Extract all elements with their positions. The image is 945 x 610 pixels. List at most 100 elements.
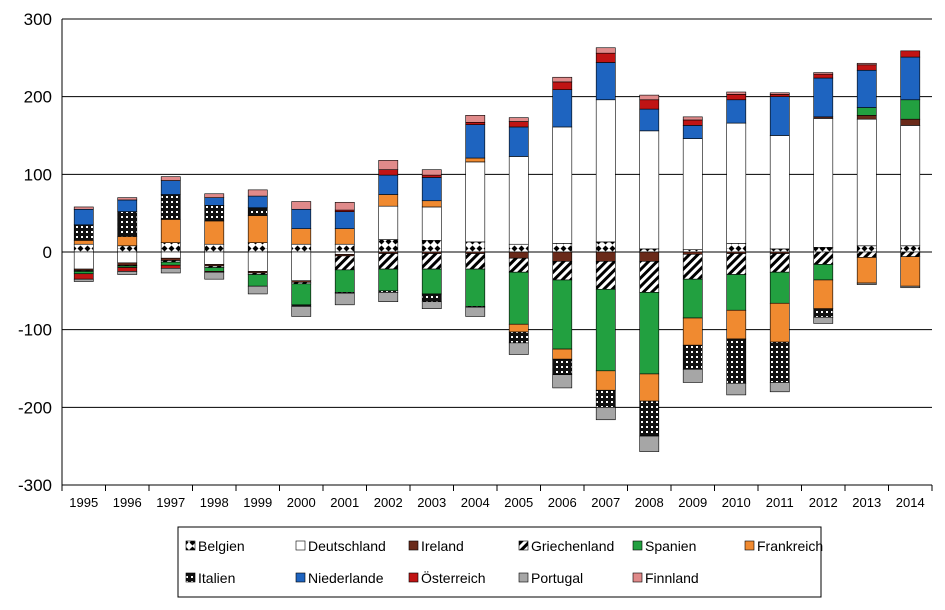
bar-segment-finnland: [334, 201, 355, 211]
bar-segment--sterreich: [421, 174, 442, 178]
bar-segment-italien: [247, 207, 268, 216]
bar-segment-portugal: [726, 382, 747, 396]
bar-segment-spanien: [334, 269, 355, 293]
bar-segment-niederlande: [682, 125, 703, 139]
bar-segment-niederlande: [160, 180, 181, 195]
bar-segment-belgien: [465, 241, 486, 253]
bar-segment-italien: [813, 308, 834, 318]
bar-segment-niederlande: [378, 174, 399, 195]
x-tick-label: 2009: [678, 495, 707, 510]
bar-segment--sterreich: [769, 94, 790, 97]
bar-segment-finnland: [117, 197, 138, 201]
bar-segment-italien: [769, 341, 790, 383]
bar-segment-italien: [639, 400, 660, 437]
bar-segment-belgien: [247, 242, 268, 253]
bar-segment-frankreich: [508, 323, 529, 333]
legend-swatch-spanien: [632, 540, 643, 551]
x-tick-label: 2000: [287, 495, 316, 510]
bar-segment-portugal: [334, 292, 355, 306]
x-tick-label: 2006: [548, 495, 577, 510]
bar-segment-griechenland: [900, 251, 921, 257]
bar-segment-niederlande: [73, 208, 94, 226]
bar-segment-belgien: [117, 245, 138, 253]
x-tick-label: 2003: [417, 495, 446, 510]
bar-segment-portugal: [465, 306, 486, 317]
bar-segment-spanien: [769, 271, 790, 304]
bar-segment-deutschland: [682, 138, 703, 250]
bar-segment-spanien: [682, 278, 703, 319]
legend-swatch-italien: [185, 572, 196, 583]
legend-label-niederlande: Niederlande: [308, 570, 384, 586]
bar-segment-spanien: [73, 271, 94, 275]
bar-segment-ireland: [856, 115, 877, 120]
bar-segment-ireland: [682, 251, 703, 255]
bar-segment-finnland: [595, 47, 616, 54]
bar-segment-niederlande: [552, 89, 573, 128]
bar-segment--sterreich: [639, 99, 660, 110]
bar-segment-griechenland: [639, 261, 660, 293]
bar-segment-deutschland: [508, 156, 529, 245]
bar-segment-spanien: [291, 283, 312, 306]
bar-segment-ireland: [595, 251, 616, 262]
bar-segment--sterreich: [117, 267, 138, 272]
bar-segment--sterreich: [682, 119, 703, 126]
bar-segment-griechenland: [552, 261, 573, 281]
legend-label-griechenland: Griechenland: [531, 538, 614, 554]
bar-segment-niederlande: [291, 208, 312, 230]
bar-segment-belgien: [900, 245, 921, 253]
bar-segment-spanien: [508, 271, 529, 325]
bar-segment--sterreich: [813, 73, 834, 79]
bar-segment-griechenland: [682, 254, 703, 280]
y-tick-label: -200: [18, 398, 52, 417]
bar-segment-finnland: [856, 62, 877, 66]
bar-segment-spanien: [639, 292, 660, 375]
bar-segment-finnland: [73, 206, 94, 210]
x-tick-label: 1995: [69, 495, 98, 510]
x-tick-label: 1998: [200, 495, 229, 510]
legend-swatch-belgien: [185, 540, 196, 551]
axes: -300 -200 -100 0 100 200 300 1995 1996 1997 1998 19…: [18, 10, 933, 510]
bar-segment-ireland: [160, 257, 181, 261]
legend-swatch-deutschland: [295, 540, 306, 551]
bar-segment-deutschland: [769, 135, 790, 250]
bar-segment-italien: [726, 338, 747, 384]
bar-segment-portugal: [291, 306, 312, 317]
bar-segment-italien: [508, 331, 529, 344]
bar-segment-finnland: [726, 91, 747, 95]
bar-segment-frankreich: [856, 257, 877, 284]
bar-segment-frankreich: [73, 240, 94, 245]
bar-segment-finnland: [769, 92, 790, 95]
bar-segment-frankreich: [291, 228, 312, 245]
bar-segment-spanien: [421, 268, 442, 295]
bar-segment--sterreich: [856, 64, 877, 71]
x-tick-label: 2004: [461, 495, 490, 510]
legend-swatch-ireland: [408, 540, 419, 551]
bar-segment-deutschland: [160, 251, 181, 259]
bar-segment-portugal: [856, 282, 877, 285]
bar-segment-belgien: [378, 239, 399, 253]
bar-segment--sterreich: [160, 264, 181, 269]
legend: Belgien Deutschland Ireland Griechenland Spa…: [177, 526, 823, 598]
bar-segment--sterreich: [508, 121, 529, 128]
bar-segment-frankreich: [378, 194, 399, 207]
bar-segment-deutschland: [378, 205, 399, 240]
bar-segment-frankreich: [204, 220, 225, 245]
bar-segment-belgien: [682, 249, 703, 253]
bar-segment-niederlande: [465, 124, 486, 159]
bar-segment-griechenland: [378, 253, 399, 270]
x-tick-label: 2013: [852, 495, 881, 510]
bar-segment-finnland: [813, 72, 834, 75]
bar-segment-niederlande: [247, 195, 268, 209]
legend-label-italien: Italien: [198, 570, 235, 586]
bar-segment-spanien: [247, 274, 268, 287]
bar-segment-finnland: [291, 201, 312, 210]
bar-segment-griechenland: [856, 251, 877, 258]
bar-segment-frankreich: [465, 157, 486, 163]
bar-segment-portugal: [73, 278, 94, 282]
bar-segment--sterreich: [73, 273, 94, 280]
x-tick-label: 2002: [374, 495, 403, 510]
bar-segment-belgien: [769, 248, 790, 253]
bar-segment-niederlande: [334, 211, 355, 229]
bar-segment--sterreich: [465, 121, 486, 125]
